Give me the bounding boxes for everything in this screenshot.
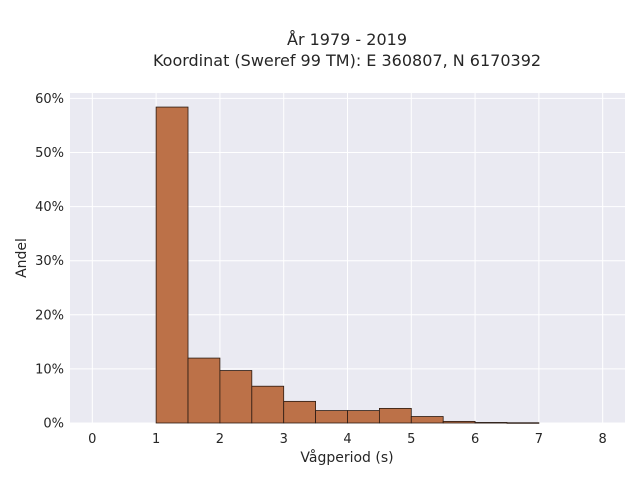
y-tick-label: 50%: [35, 146, 64, 161]
chart-title-line-2: Koordinat (Sweref 99 TM): E 360807, N 61…: [153, 51, 541, 70]
y-tick-label: 0%: [43, 417, 64, 432]
x-tick-label: 4: [343, 432, 351, 447]
histogram-bar: [506, 422, 540, 424]
x-tick-label: 5: [407, 432, 415, 447]
x-axis-ticks: 0 1 2 3 4 5 6 7 8: [88, 432, 607, 447]
y-axis-ticks: 0% 10% 20% 30% 40% 50% 60%: [35, 92, 64, 432]
histogram-bar: [378, 407, 412, 424]
x-tick-label: 2: [216, 432, 224, 447]
histogram-bar: [442, 420, 476, 424]
y-tick-label: 20%: [35, 308, 64, 323]
histogram-bar: [347, 410, 380, 424]
histogram-bar: [251, 385, 285, 424]
x-tick-label: 1: [152, 432, 160, 447]
y-tick-label: 30%: [35, 254, 64, 269]
y-axis-label: Andel: [14, 238, 30, 278]
x-tick-label: 8: [599, 432, 607, 447]
y-tick-label: 40%: [35, 200, 64, 215]
y-tick-label: 60%: [35, 92, 64, 107]
histogram-bar: [315, 410, 348, 424]
x-tick-label: 6: [471, 432, 479, 447]
chart-title-line-1: År 1979 - 2019: [287, 30, 407, 49]
x-tick-label: 7: [535, 432, 543, 447]
histogram-bar: [219, 370, 253, 424]
x-tick-label: 0: [88, 432, 96, 447]
x-axis-label: Vågperiod (s): [300, 449, 393, 466]
x-tick-label: 3: [280, 432, 288, 447]
histogram-bar: [283, 400, 317, 424]
histogram-bar: [410, 416, 444, 424]
histogram-bar: [474, 422, 508, 424]
y-tick-label: 10%: [35, 362, 64, 377]
histogram-bar: [187, 357, 221, 424]
histogram-bar: [155, 106, 189, 424]
histogram-bars: [155, 106, 540, 424]
